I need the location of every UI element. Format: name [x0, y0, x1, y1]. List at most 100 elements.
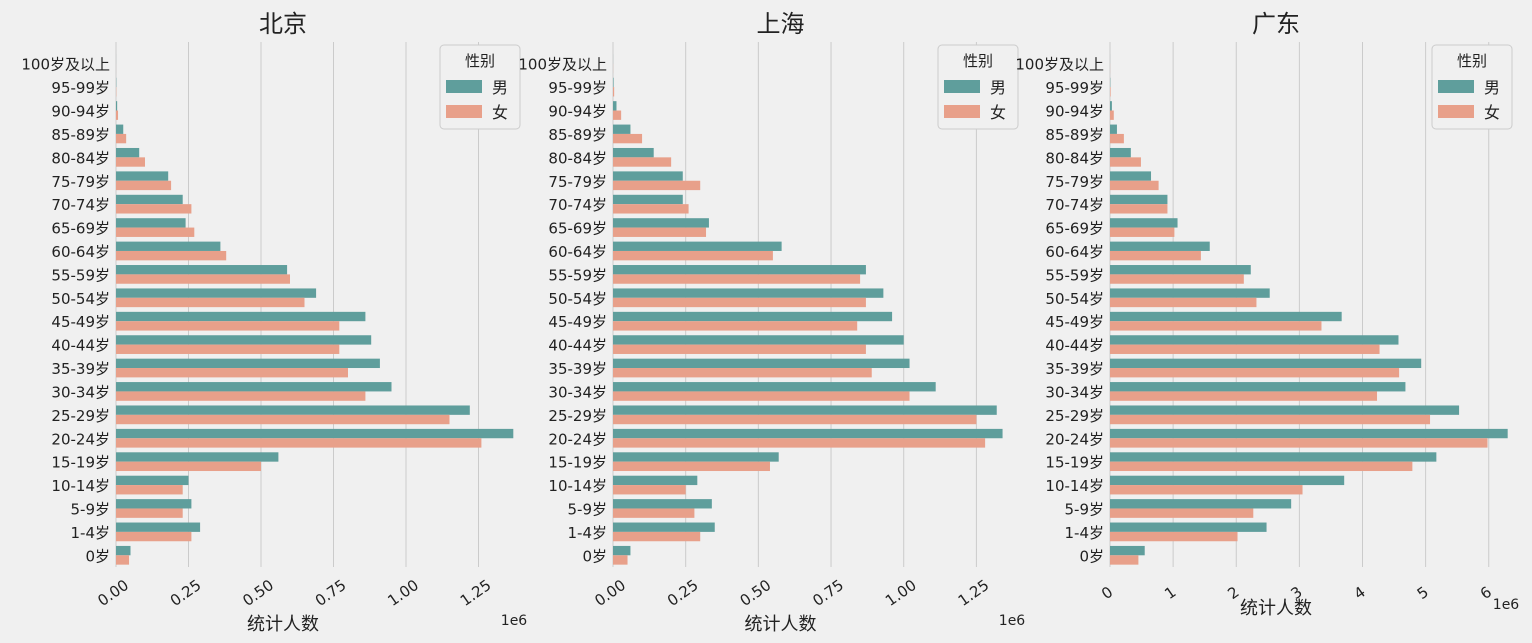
bar — [116, 438, 482, 448]
bar — [1110, 321, 1322, 331]
y-tick-label: 1-4岁 — [1065, 524, 1105, 542]
bar — [116, 405, 470, 415]
bar — [1110, 414, 1431, 425]
legend-swatch — [944, 105, 980, 118]
bar — [116, 555, 130, 565]
bar — [116, 475, 189, 486]
bar — [116, 531, 192, 542]
y-tick-label: 20-24岁 — [1045, 430, 1104, 448]
x-tick-label: 0.00 — [94, 576, 132, 610]
bar — [116, 218, 186, 228]
bar — [613, 485, 686, 495]
y-tick-label: 25-29岁 — [1045, 407, 1104, 425]
y-tick-label: 80-84岁 — [1045, 149, 1104, 167]
legend-title: 性别 — [1457, 52, 1487, 70]
bar — [1110, 461, 1413, 472]
bar — [613, 204, 689, 214]
x-tick-label: 1.25 — [457, 576, 495, 610]
bar — [613, 250, 773, 261]
bar — [116, 194, 183, 205]
bar — [116, 545, 131, 556]
bar — [1110, 522, 1267, 532]
legend-swatch — [446, 105, 482, 118]
bar — [1110, 428, 1508, 439]
y-tick-label: 20-24岁 — [51, 430, 110, 448]
y-tick-label: 90-94岁 — [1045, 103, 1104, 121]
bar — [613, 288, 884, 298]
bar — [116, 227, 195, 237]
y-tick-label: 25-29岁 — [548, 407, 607, 425]
bar — [116, 133, 127, 144]
bar — [1110, 133, 1124, 144]
y-tick-label: 50-54岁 — [548, 290, 607, 308]
bar — [116, 180, 172, 191]
legend-label: 女 — [492, 103, 508, 122]
bar — [116, 204, 192, 214]
x-tick-label: 0.00 — [591, 576, 629, 610]
chart-panel-2: 0岁 1-4岁 5-9岁 10-14岁 15-19岁 20-24岁 25-29岁 30-34岁… — [1015, 10, 1519, 619]
bar — [613, 265, 866, 275]
bar — [613, 555, 628, 565]
y-tick-label: 45-49岁 — [1045, 313, 1104, 331]
bar — [613, 297, 866, 308]
bar — [613, 241, 782, 251]
y-tick-label: 100岁及以上 — [21, 56, 110, 74]
bar — [1110, 218, 1178, 228]
bar — [613, 171, 683, 181]
bar — [613, 147, 654, 158]
y-tick-label: 1-4岁 — [568, 524, 608, 542]
bar — [613, 133, 643, 144]
bar — [1110, 124, 1117, 134]
bar — [1110, 171, 1152, 181]
bar — [116, 171, 169, 181]
bar — [613, 311, 893, 322]
chart-panel-1: 0岁 1-4岁 5-9岁 10-14岁 15-19岁 20-24岁 25-29岁 30-34岁… — [518, 10, 1025, 635]
bar — [1110, 358, 1422, 369]
y-tick-label: 10-14岁 — [1045, 477, 1104, 495]
bar — [1110, 297, 1257, 308]
x-offset-label: 1e6 — [501, 613, 528, 629]
bar — [613, 335, 904, 345]
bar — [613, 110, 622, 120]
bar — [116, 391, 366, 401]
y-tick-label: 55-59岁 — [1045, 266, 1104, 284]
bar — [116, 157, 145, 167]
bar — [1110, 110, 1114, 120]
legend-title: 性别 — [465, 52, 495, 70]
bar — [116, 428, 514, 439]
x-tick-label: 5 — [1414, 583, 1432, 603]
y-tick-label: 100岁及以上 — [1015, 56, 1104, 74]
bar — [613, 77, 614, 88]
bar — [1110, 147, 1131, 158]
x-axis-label: 统计人数 — [745, 614, 817, 635]
bar — [613, 382, 936, 392]
bar — [613, 499, 712, 509]
y-tick-label: 10-14岁 — [548, 477, 607, 495]
y-tick-label: 55-59岁 — [51, 266, 110, 284]
bar — [1110, 288, 1270, 298]
bar — [613, 545, 631, 556]
bar — [1110, 311, 1342, 322]
chart-title: 上海 — [757, 10, 805, 38]
bar — [1110, 508, 1254, 518]
x-tick-label: 0.75 — [312, 576, 350, 610]
bar — [613, 405, 997, 415]
y-tick-label: 35-39岁 — [51, 360, 110, 378]
bar — [613, 124, 631, 134]
bar — [1110, 545, 1145, 556]
bar — [116, 241, 221, 251]
bar — [1110, 382, 1406, 392]
y-tick-label: 65-69岁 — [1045, 220, 1104, 238]
legend-label: 男 — [1484, 78, 1500, 97]
bar — [116, 101, 118, 111]
bar — [613, 157, 672, 167]
y-tick-label: 45-49岁 — [51, 313, 110, 331]
bar — [116, 274, 290, 284]
bar — [116, 368, 348, 378]
bar — [613, 194, 683, 205]
x-offset-label: 1e6 — [999, 613, 1026, 629]
chart-panel-0: 0岁 1-4岁 5-9岁 10-14岁 15-19岁 20-24岁 25-29岁 30-34岁… — [21, 10, 527, 635]
bar — [613, 438, 986, 448]
legend-label: 男 — [990, 78, 1006, 97]
y-tick-label: 85-89岁 — [548, 126, 607, 144]
